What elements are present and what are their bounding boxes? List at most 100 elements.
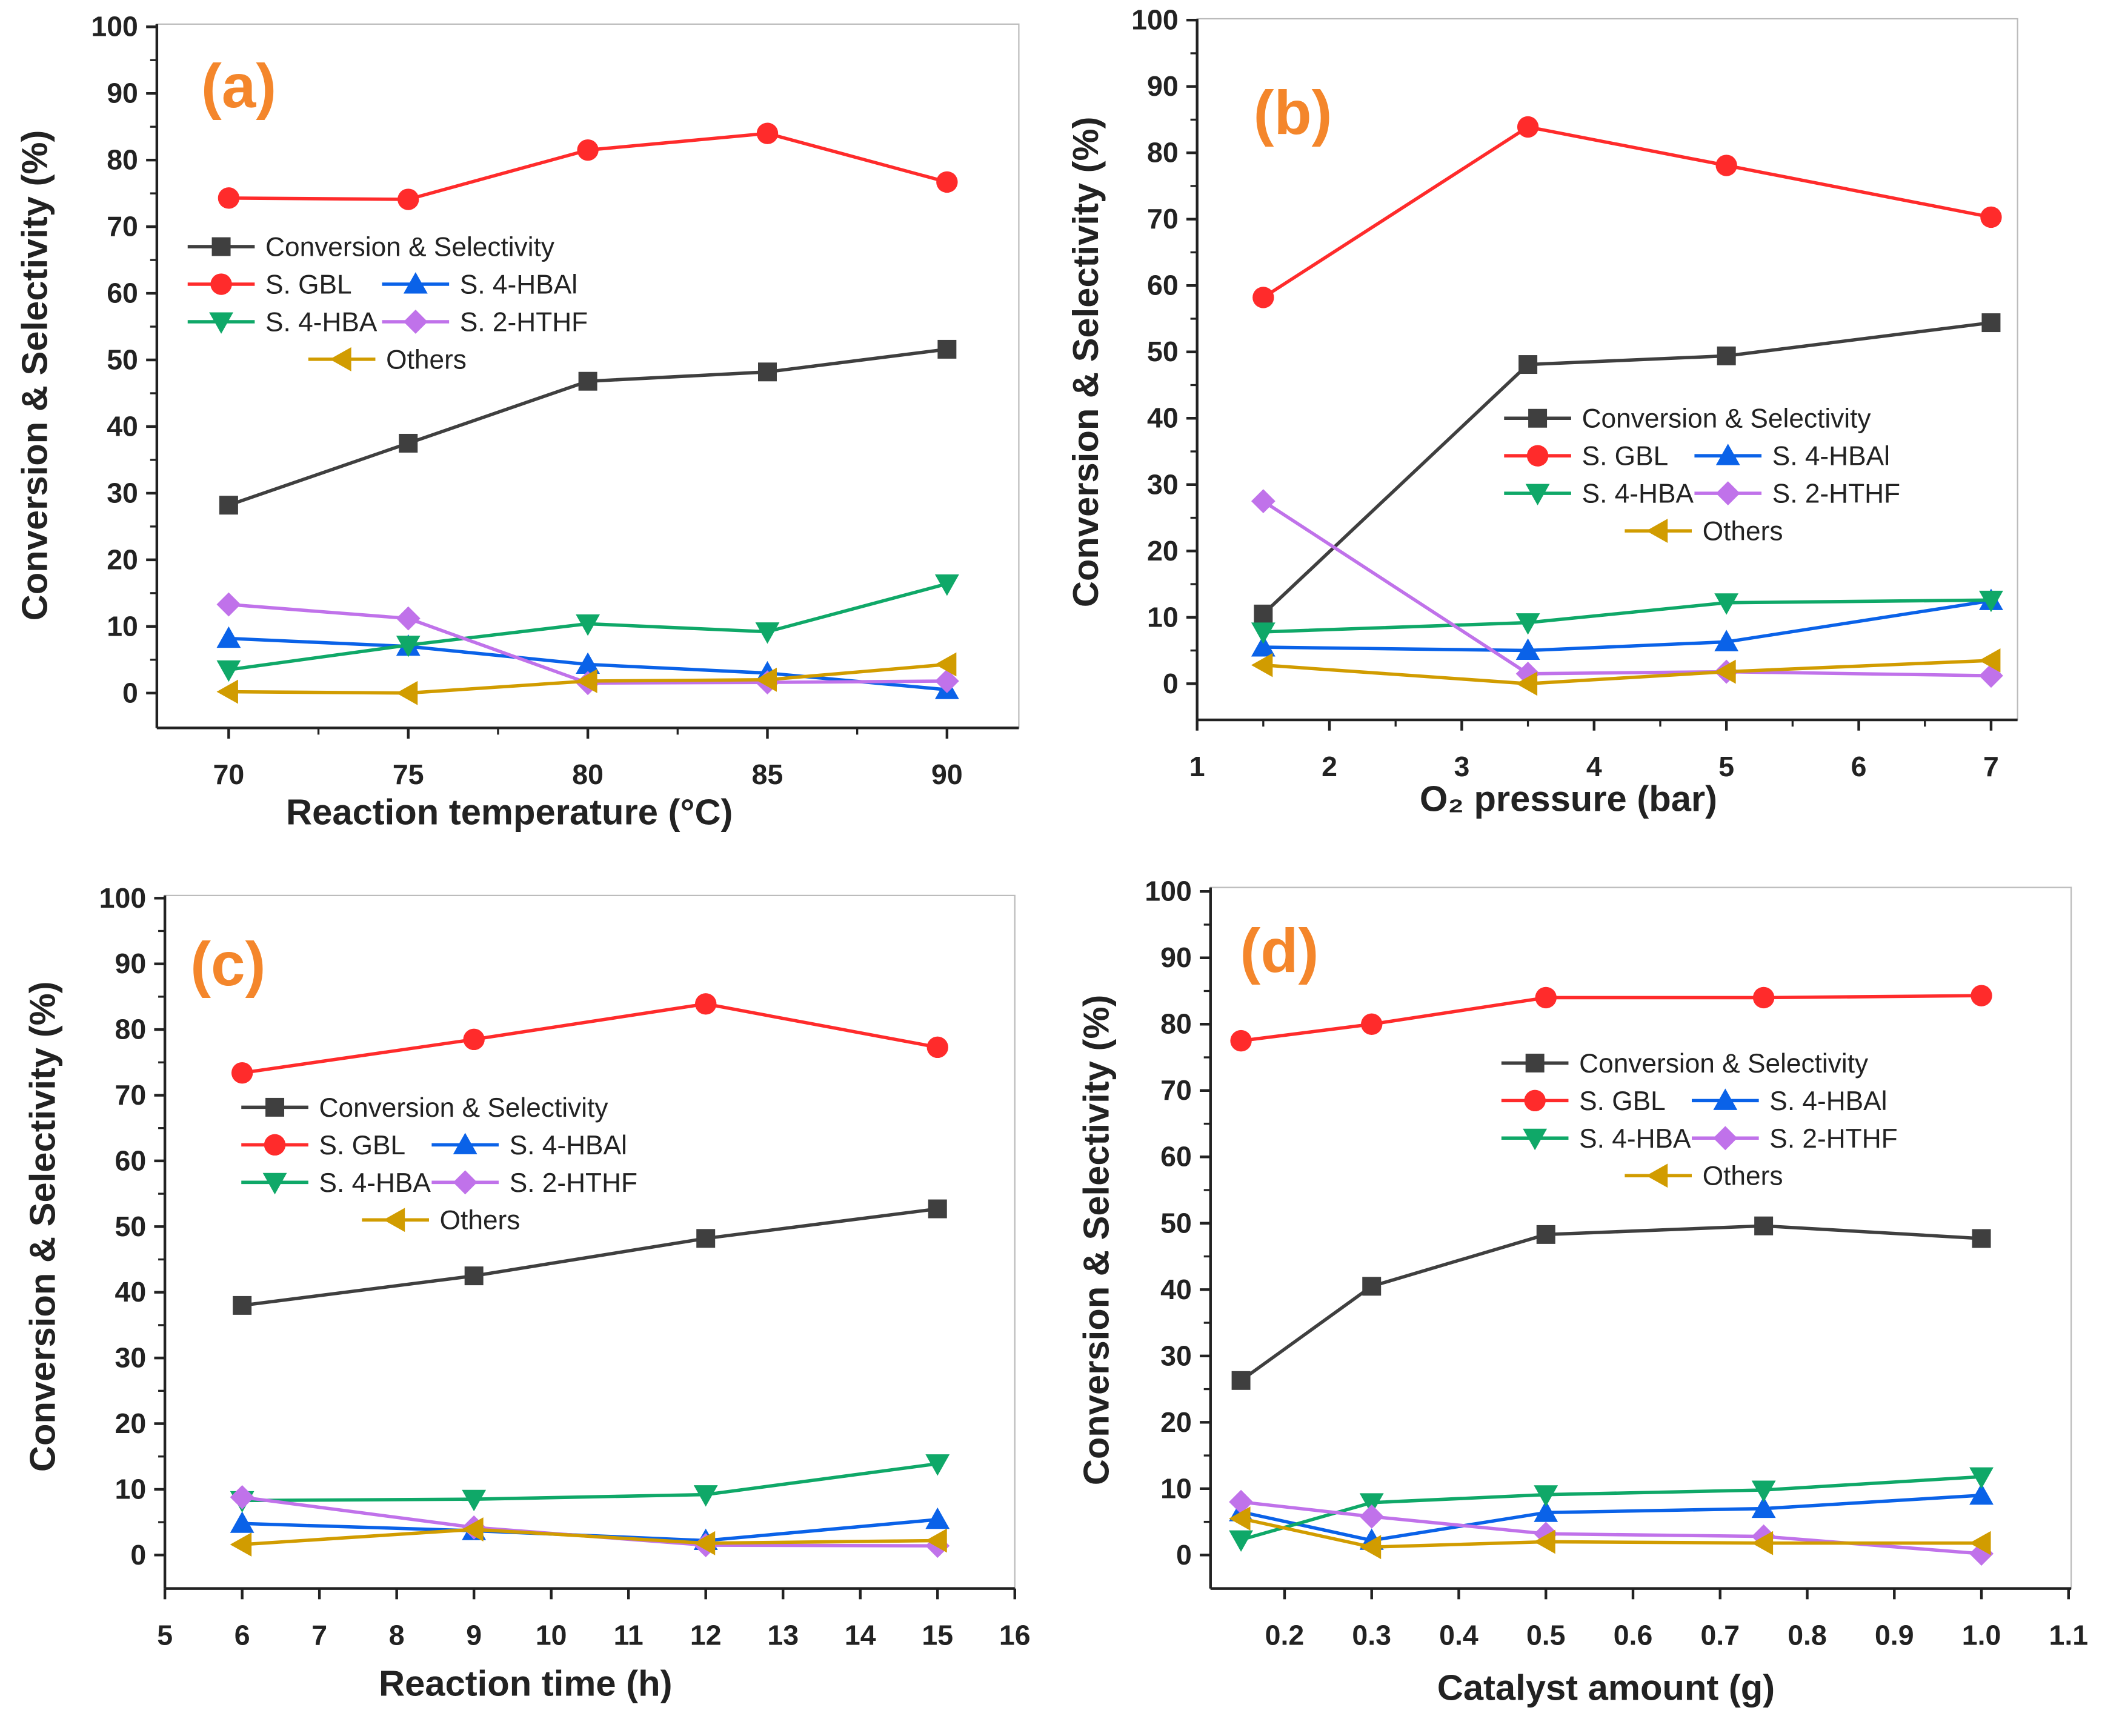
series-hba [230, 1454, 950, 1513]
y-axis-title: Conversion & Selectivity (%) [1076, 995, 1117, 1486]
series-line-hba [1240, 1475, 1982, 1541]
y-tick-label: 40 [115, 1276, 147, 1308]
series-others [1251, 648, 2001, 696]
data-point-hba [462, 1489, 487, 1512]
data-point-hbal [216, 626, 241, 648]
y-tick-label: 20 [1147, 535, 1179, 567]
legend-label: Conversion & Selectivity [319, 1093, 609, 1123]
legend-marker [211, 237, 231, 256]
series-line-hba [242, 1462, 938, 1503]
data-point-conv [758, 362, 777, 382]
data-point-conv [1972, 1229, 1991, 1248]
series-line-gbl [242, 1002, 938, 1075]
data-point-gbl [756, 122, 779, 144]
data-point-others [1534, 1529, 1555, 1554]
x-tick-label: 3 [1454, 751, 1469, 782]
y-tick-label: 40 [1160, 1274, 1192, 1305]
data-point-hbal [1969, 1483, 1994, 1505]
legend-marker [1646, 1163, 1668, 1188]
legend-label: S. 4-HBA [265, 307, 377, 337]
data-point-gbl [397, 188, 419, 210]
y-tick-label: 80 [1160, 1008, 1192, 1040]
legend-label: Others [386, 345, 467, 374]
data-point-gbl [577, 139, 599, 161]
legend-item-others: Others [1625, 517, 1783, 547]
legend-marker [1526, 445, 1549, 467]
legend-label: S. 4-HBAl [1772, 442, 1890, 471]
data-point-others [1714, 659, 1736, 684]
x-axis-title: Reaction temperature (°C) [286, 792, 733, 833]
data-point-gbl [1517, 116, 1539, 138]
data-point-hbal [1251, 635, 1276, 657]
legend-label: S. 4-HBAl [460, 270, 577, 300]
data-point-conv [399, 433, 418, 453]
y-axis-title: Conversion & Selectivity (%) [14, 130, 55, 621]
y-tick-label: 40 [1147, 402, 1179, 434]
y-tick-label: 60 [115, 1145, 147, 1176]
x-tick-label: 70 [213, 759, 245, 790]
y-tick-label: 40 [107, 410, 138, 442]
data-point-hbal [925, 1507, 950, 1529]
y-tick-label: 50 [1160, 1207, 1192, 1239]
legend-marker [1715, 444, 1740, 465]
legend-item-conv: Conversion & Selectivity [1501, 1049, 1869, 1079]
data-point-gbl [1361, 1013, 1383, 1035]
x-axis-title: Reaction time (h) [379, 1663, 672, 1704]
data-point-conv [1717, 346, 1736, 365]
data-point-hbal [1534, 1500, 1558, 1522]
legend-marker [383, 1208, 405, 1232]
data-point-others [925, 1528, 947, 1553]
series-conv [1254, 313, 2001, 624]
y-tick-label: 30 [107, 477, 138, 508]
legend-item-others: Others [362, 1206, 520, 1235]
x-tick-label: 12 [690, 1620, 722, 1651]
x-tick-label: 9 [466, 1620, 482, 1651]
y-tick-label: 100 [1131, 4, 1178, 36]
data-point-hba [934, 574, 959, 596]
y-tick-label: 0 [1176, 1539, 1192, 1571]
x-tick-label: 0.7 [1700, 1620, 1740, 1651]
x-tick-label: 7 [1983, 751, 1999, 782]
x-tick-label: 0.6 [1614, 1620, 1653, 1651]
chart-panel-b: 0 10 20 30 40 50 60 70 80 90 100 1 2 3 4 5 6 7 O₂ pressure… [1065, 4, 2018, 819]
data-point-conv [578, 371, 597, 391]
data-point-hba [1979, 590, 2003, 613]
legend-marker [265, 1097, 285, 1117]
data-point-conv [464, 1266, 484, 1286]
y-tick-label: 70 [115, 1079, 147, 1111]
data-point-conv [1754, 1216, 1774, 1235]
series-hba [216, 574, 959, 682]
y-tick-label: 70 [107, 211, 138, 242]
data-point-others [1359, 1535, 1382, 1560]
data-point-hbal [1751, 1496, 1776, 1518]
y-tick-label: 90 [1147, 70, 1179, 102]
legend-label: S. 4-HBAl [510, 1131, 627, 1160]
legend-item-hbal: S. 4-HBAl [431, 1131, 627, 1160]
x-tick-label: 7 [311, 1620, 327, 1651]
legend-item-conv: Conversion & Selectivity [187, 233, 555, 262]
x-tick-label: 0.3 [1352, 1620, 1391, 1651]
legend-label: S. 2-HTHF [510, 1168, 637, 1198]
data-point-hba [1515, 613, 1540, 635]
plot-frame [1209, 886, 2072, 1589]
data-point-conv [1362, 1277, 1382, 1296]
legend-label: S. 2-HTHF [1769, 1124, 1897, 1154]
series-gbl [218, 122, 958, 210]
data-point-others [755, 667, 777, 692]
y-tick-label: 10 [1147, 601, 1179, 633]
legend-label: S. GBL [265, 270, 352, 300]
x-tick-label: 75 [393, 759, 424, 790]
y-tick-label: 0 [122, 677, 138, 708]
x-tick-label: 6 [1851, 751, 1867, 782]
legend-label: S. 4-HBAl [1769, 1086, 1887, 1116]
x-tick-label: 1 [1189, 751, 1205, 782]
series-line-hba [1263, 598, 1991, 634]
data-point-conv [219, 496, 238, 515]
legend-marker [1528, 408, 1548, 428]
x-tick-label: 8 [389, 1620, 405, 1651]
y-tick-label: 20 [1160, 1406, 1192, 1438]
data-point-hthf [1359, 1504, 1384, 1529]
x-tick-label: 11 [614, 1620, 644, 1651]
legend-marker [1646, 519, 1668, 544]
data-point-hthf [1251, 489, 1276, 514]
